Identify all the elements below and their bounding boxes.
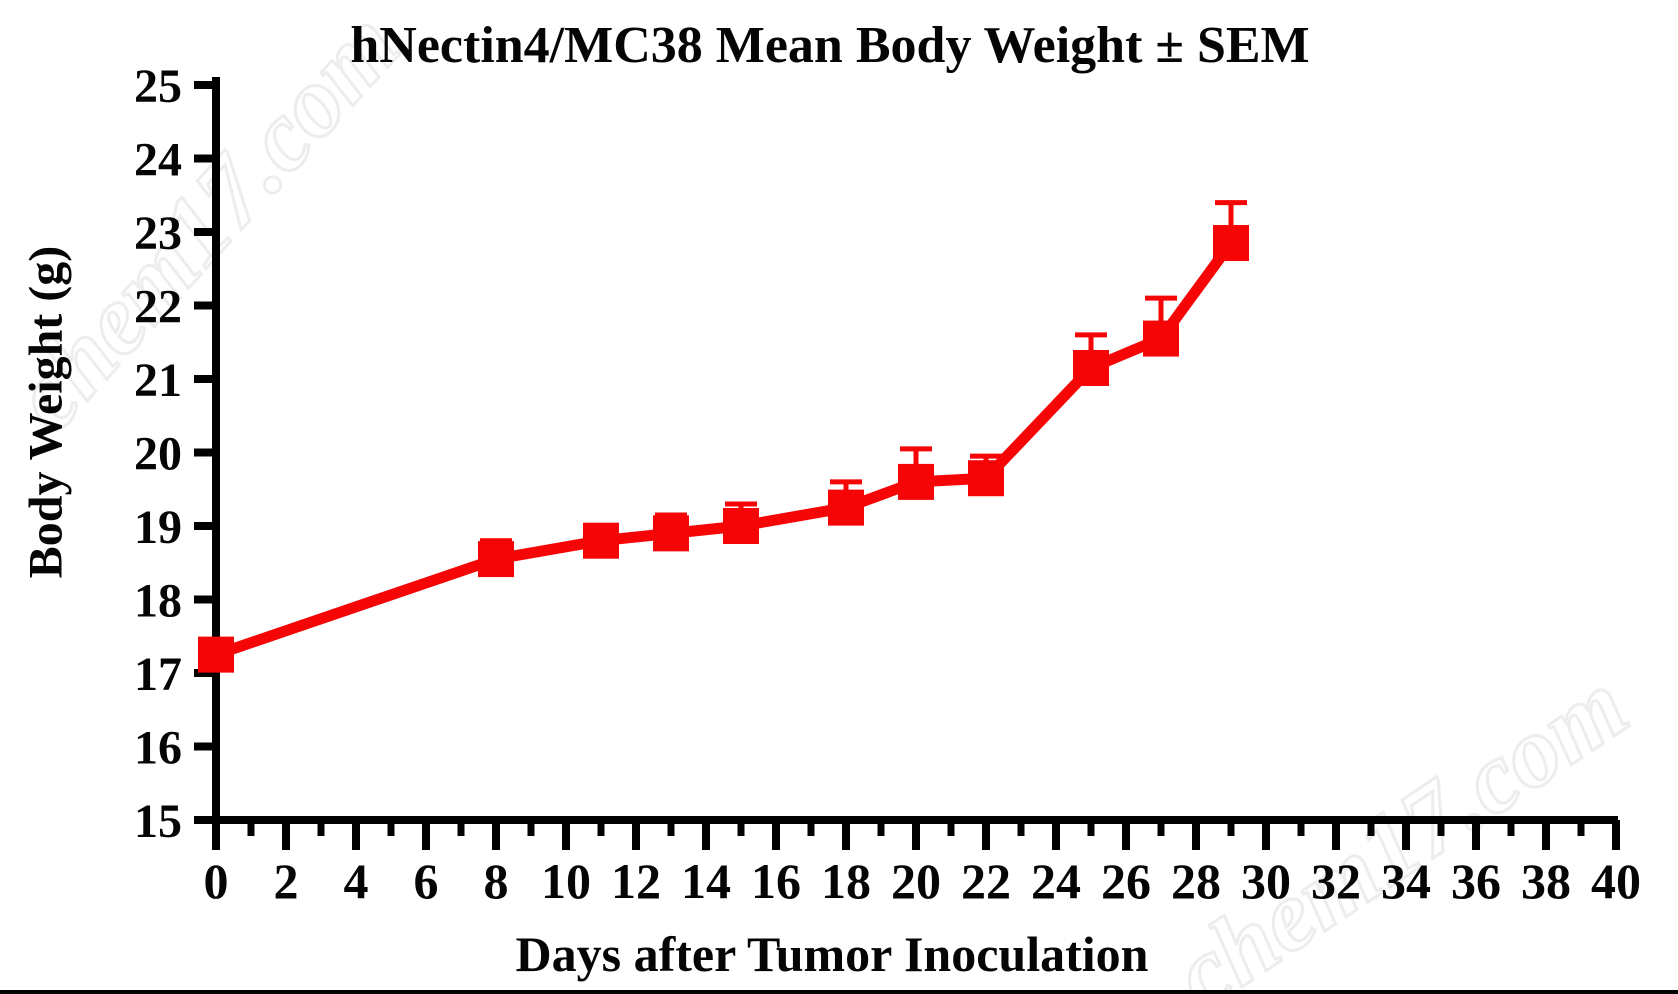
y-tick-label: 25: [134, 60, 182, 113]
y-tick-label: 18: [134, 575, 182, 628]
data-point-marker: [478, 541, 514, 578]
data-point-marker: [1073, 349, 1109, 386]
x-tick-label: 8: [484, 853, 509, 909]
y-tick-label: 19: [134, 501, 182, 554]
y-tick-label: 21: [134, 354, 182, 407]
x-axis-label: Days after Tumor Inoculation: [515, 926, 1149, 982]
data-point-marker: [968, 460, 1004, 497]
data-point-marker: [828, 489, 864, 526]
y-tick-label: 17: [134, 648, 182, 701]
data-point-marker: [583, 522, 619, 559]
x-tick-label: 16: [751, 853, 801, 909]
x-tick-label: 34: [1381, 853, 1431, 909]
series-line: [214, 239, 1236, 660]
x-tick-label: 20: [891, 853, 941, 909]
x-tick-label: 30: [1241, 853, 1291, 909]
x-tick-label: 36: [1451, 853, 1501, 909]
x-tick-label: 6: [414, 853, 439, 909]
bottom-border-line: [0, 990, 1678, 994]
x-tick-label: 24: [1031, 853, 1081, 909]
x-tick-label: 38: [1521, 853, 1571, 909]
x-tick-label: 40: [1591, 853, 1641, 909]
x-tick-label: 0: [204, 853, 229, 909]
x-tick-label: 28: [1171, 853, 1221, 909]
y-tick-label: 22: [134, 281, 182, 334]
x-tick-label: 12: [611, 853, 661, 909]
x-tick-label: 22: [961, 853, 1011, 909]
y-tick-label: 20: [134, 428, 182, 481]
data-point-marker: [1143, 320, 1179, 357]
data-point-marker: [723, 508, 759, 544]
x-tick-label: 32: [1311, 853, 1361, 909]
y-tick-label: 24: [134, 134, 182, 187]
data-point-marker: [653, 515, 689, 552]
y-tick-label: 23: [134, 207, 182, 260]
chart-title: hNectin4/MC38 Mean Body Weight ± SEM: [350, 17, 1310, 74]
y-tick-label: 15: [134, 795, 182, 848]
data-point-marker: [198, 636, 234, 673]
x-tick-label: 2: [274, 853, 299, 909]
data-point-marker: [1213, 225, 1249, 262]
x-tick-label: 10: [541, 853, 591, 909]
x-tick-label: 14: [681, 853, 731, 909]
data-point-marker: [898, 463, 934, 500]
x-tick-label: 26: [1101, 853, 1151, 909]
x-tick-label: 18: [821, 853, 871, 909]
x-tick-label: 4: [344, 853, 369, 909]
y-tick-label: 16: [134, 722, 182, 775]
